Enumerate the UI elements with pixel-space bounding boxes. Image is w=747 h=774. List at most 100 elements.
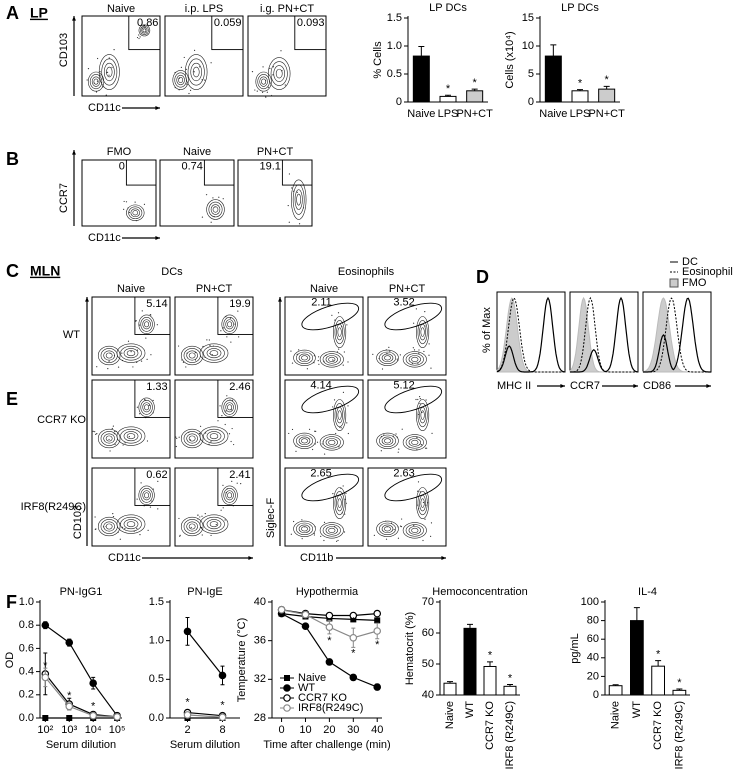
gate (384, 302, 443, 331)
bar (598, 88, 616, 103)
y-tick-label: 1.5 (387, 12, 402, 24)
chart-title: PN-IgE (187, 586, 222, 598)
event-dot (341, 326, 343, 328)
chart-title: PN-IgG1 (60, 586, 103, 598)
event-dot (94, 431, 96, 433)
event-dot (345, 492, 347, 494)
gate (134, 379, 171, 418)
contour (405, 524, 424, 537)
event-dot (146, 440, 149, 442)
contour (270, 61, 288, 86)
contour (180, 516, 204, 537)
panel-label: B (6, 149, 19, 169)
contour (144, 321, 150, 328)
contour (328, 356, 336, 362)
event-dot (397, 359, 399, 362)
contour (322, 436, 341, 449)
contour (376, 520, 399, 537)
contour (420, 410, 425, 420)
axis-label: MHC II (497, 380, 531, 392)
event-dot (212, 197, 214, 199)
contour (190, 62, 202, 82)
event-dot (225, 410, 227, 412)
event-dot (108, 438, 110, 441)
event-dot (320, 535, 322, 537)
event-dot (423, 350, 425, 353)
event-dot (270, 94, 273, 97)
event-dot (178, 517, 180, 520)
event-dot (340, 427, 342, 429)
contour (293, 349, 316, 366)
event-dot (125, 201, 128, 203)
gate (301, 473, 360, 502)
significance-mark: * (351, 616, 356, 628)
event-dot (122, 444, 124, 446)
marker (183, 711, 192, 719)
event-dot (112, 515, 115, 518)
event-dot (198, 66, 201, 68)
event-dot (314, 430, 316, 432)
event-dot (92, 430, 94, 432)
contour (126, 350, 136, 357)
event-dot (313, 362, 315, 364)
event-dot (422, 539, 424, 542)
event-dot (418, 349, 420, 351)
y-tick-label: 0.2 (19, 689, 34, 701)
y-tick-label: 60 (587, 633, 599, 645)
significance-mark: * (375, 639, 380, 651)
y-axis-label: Cells (x10⁴) (504, 31, 516, 88)
y-tick-label: 0 (396, 96, 402, 108)
event-dot (316, 441, 319, 443)
event-dot (308, 437, 310, 440)
panel-label: A (6, 3, 19, 23)
event-dot (347, 405, 349, 407)
y-tick-label: 0.5 (149, 673, 164, 685)
axis-label: CD11c (88, 102, 121, 114)
significance-mark: * (220, 700, 225, 712)
event-dot (128, 436, 130, 438)
event-dot (149, 506, 152, 508)
gate (301, 302, 360, 331)
event-dot (134, 201, 136, 203)
event-dot (288, 173, 291, 175)
axis-label: CD103 (72, 505, 84, 539)
x-tick-label: 10² (37, 724, 53, 736)
event-dot (141, 27, 143, 29)
event-dot (219, 405, 221, 407)
event-dot (115, 430, 117, 432)
event-dot (396, 358, 398, 360)
contour (296, 193, 302, 206)
flow-plot (237, 159, 313, 227)
event-dot (317, 356, 320, 358)
significance-mark: * (327, 635, 332, 647)
event-dot (189, 89, 192, 91)
event-dot (308, 428, 311, 430)
y-tick-label: 0.8 (19, 619, 34, 631)
contour (227, 321, 233, 328)
contour (411, 527, 419, 533)
x-tick-label: CCR7 KO (652, 701, 664, 750)
y-tick-label: 40 (587, 652, 599, 664)
event-dot (397, 526, 399, 528)
event-dot (123, 208, 125, 210)
contour (141, 27, 148, 34)
gate (211, 15, 244, 51)
event-dot (175, 436, 177, 438)
y-tick-label: 40 (422, 689, 434, 701)
event-dot (128, 211, 131, 214)
event-dot (231, 399, 234, 401)
y-tick-label: 60 (422, 627, 434, 639)
contour (138, 485, 155, 505)
series-line (187, 711, 223, 717)
event-dot (178, 89, 180, 91)
gate-percent: 0.62 (146, 469, 167, 481)
event-dot (113, 354, 116, 357)
contour (199, 426, 229, 446)
contour (188, 352, 196, 359)
contour (227, 404, 233, 411)
event-dot (302, 207, 305, 209)
event-dot (288, 221, 290, 223)
contour (227, 492, 233, 499)
event-dot (99, 71, 101, 73)
event-dot (224, 519, 226, 521)
